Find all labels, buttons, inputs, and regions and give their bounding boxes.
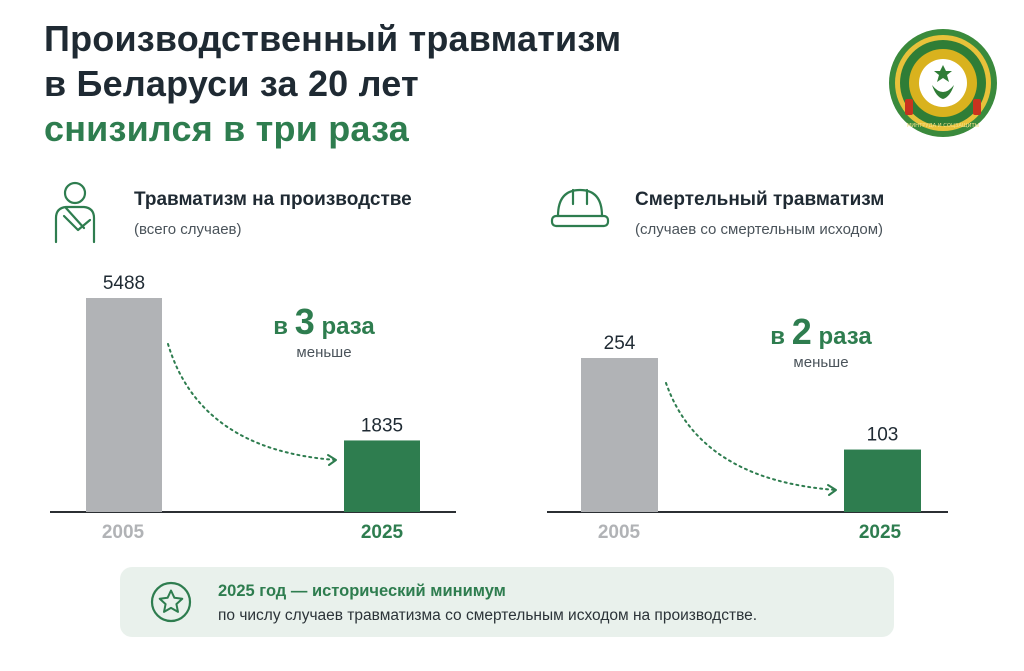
chart-1-decline-arrow <box>167 343 337 461</box>
panel-2-subtitle: (случаев со смертельным исходом) <box>635 221 884 238</box>
chart-1-category-label: 2005 <box>102 522 145 543</box>
ratio-number: 3 <box>294 301 315 342</box>
ratio-note: меньше <box>793 354 849 371</box>
chart-2-value-label: 254 <box>604 333 636 354</box>
chart-2-category-label: 2025 <box>859 522 902 543</box>
banner-text: по числу случаев травматизма со смертель… <box>218 607 758 624</box>
chart-2-bar-2025 <box>844 449 921 512</box>
ministry-emblem-icon: МИНТРУДА И СОЦЗАЩИТЫ <box>889 29 997 137</box>
panel-1-title: Травматизм на производстве <box>134 189 412 210</box>
panel-2-title: Смертельный травматизм <box>635 189 885 210</box>
panel-1-subtitle: (всего случаев) <box>134 221 242 238</box>
chart-2-value-label: 103 <box>867 425 899 446</box>
chart-1-value-label: 5488 <box>103 273 145 294</box>
chart-1-bar-2005 <box>86 298 162 512</box>
historical-minimum-banner: 2025 год — исторический минимум по числу… <box>120 567 894 637</box>
title-line-1: Производственный травматизм <box>44 18 622 59</box>
banner-headline: 2025 год — исторический минимум <box>218 582 506 600</box>
chart-1-value-label: 1835 <box>361 415 403 436</box>
star-icon <box>150 581 192 623</box>
chart-1-category-label: 2025 <box>361 522 404 543</box>
title-line-2: в Беларуси за 20 лет <box>44 63 419 104</box>
hard-hat-icon <box>550 188 610 228</box>
title-line-3: снизился в три раза <box>44 108 409 149</box>
ratio-callout-2: в 2 раза меньше <box>751 314 891 372</box>
ratio-note: меньше <box>296 344 352 361</box>
ratio-prefix: в <box>770 323 786 350</box>
chart-1-bar-2025 <box>344 440 420 512</box>
ratio-number: 2 <box>791 311 812 352</box>
chart-2-category-label: 2005 <box>598 522 641 543</box>
chart-2-decline-arrow <box>665 382 837 491</box>
chart-2-bar-2005 <box>581 358 658 512</box>
ratio-callout-1: в 3 раза меньше <box>254 304 394 362</box>
svg-text:МИНТРУДА И СОЦЗАЩИТЫ: МИНТРУДА И СОЦЗАЩИТЫ <box>907 123 980 129</box>
ratio-prefix: в <box>273 313 289 340</box>
page-title: Производственный травматизм в Беларуси з… <box>44 16 621 151</box>
chart-2-arrow-head <box>827 484 837 496</box>
ratio-suffix: раза <box>321 313 375 340</box>
chart-1-arrow-head <box>327 454 337 466</box>
injured-worker-icon <box>54 181 96 244</box>
ratio-suffix: раза <box>818 323 872 350</box>
